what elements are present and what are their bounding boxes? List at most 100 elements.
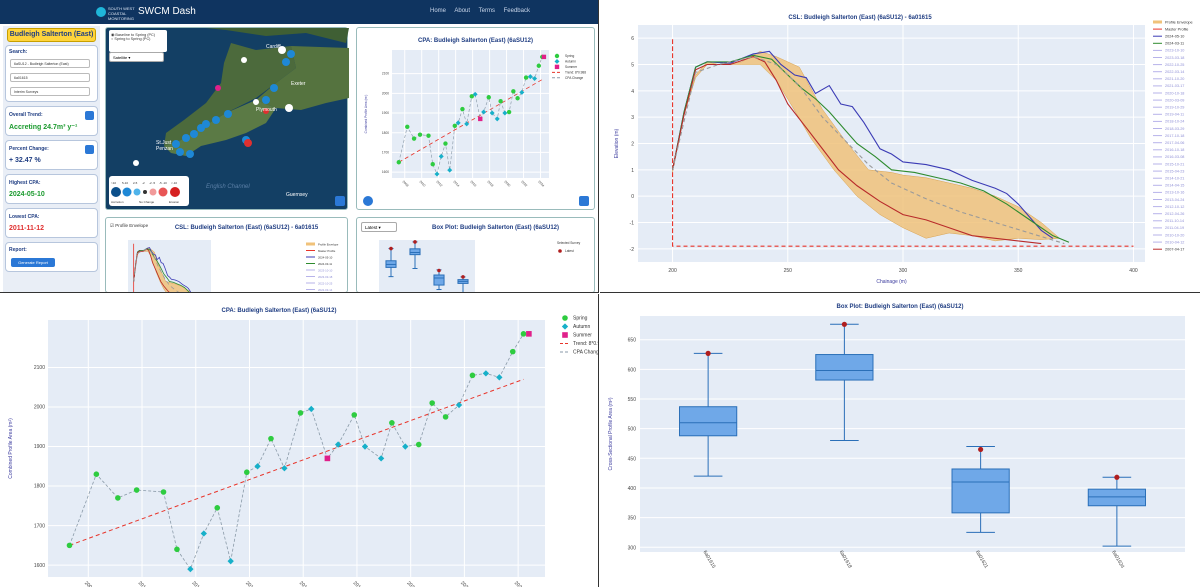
nav-terms[interactable]: Terms: [478, 8, 495, 14]
navbar: SOUTH WEST COASTAL MONITORING SWCM Dash …: [0, 0, 598, 24]
dashboard-screenshot: SOUTH WEST COASTAL MONITORING SWCM Dash …: [0, 0, 599, 293]
cpa-chart[interactable]: 1600 1700 1800 1900 2000 2100 2008 2010 2012 2014…: [0, 294, 599, 587]
expand-icon[interactable]: [579, 196, 589, 206]
cpa-point: [498, 99, 503, 104]
survey-type-input[interactable]: Interim Surveys: [10, 87, 90, 96]
legend-marker: [562, 315, 568, 321]
radio-baseline-spring[interactable]: ◉ Baseline to Spring (PC): [111, 33, 156, 37]
legend-label: 2013-10-16: [1165, 191, 1184, 195]
map-label-penzance: Penzan: [156, 146, 173, 152]
x-tick-label: 2010: [137, 580, 149, 587]
cpa-point: [520, 331, 527, 337]
basemap-select[interactable]: Satellite ▾: [109, 52, 164, 62]
map-mode-radio-group: ◉ Baseline to Spring (PC) ○ Spring to Sp…: [109, 30, 167, 52]
cpa-point: [297, 410, 304, 416]
csl-title: CSL: Budleigh Salterton (East) (6aSU12) …: [788, 15, 932, 21]
cpa-point: [396, 160, 401, 165]
y-tick-label: 2: [631, 142, 634, 148]
info-icon[interactable]: [85, 111, 94, 120]
y-tick-label: 300: [628, 545, 637, 551]
x-tick-label: 200: [668, 268, 677, 274]
cpa-point: [429, 400, 435, 406]
x-tick-label: 2012: [190, 580, 202, 587]
cpa-point: [452, 123, 457, 129]
cpa-point: [460, 106, 465, 112]
x-tick-label: 2018: [486, 180, 494, 188]
survey-unit-input[interactable]: 6a01615: [10, 73, 90, 82]
legend-label: 2017-04-06: [1165, 141, 1184, 145]
info-icon[interactable]: [85, 145, 94, 154]
cpa-point: [523, 75, 529, 80]
x-tick-label: 2016: [469, 180, 477, 188]
box-chart[interactable]: 300 350 400 450 500 550 600 650 Cross-Sectional …: [600, 294, 1200, 587]
y-tick-label: 4: [631, 89, 634, 95]
site-name-button[interactable]: Budleigh Salterton (East): [7, 28, 96, 42]
profile-line: [672, 38, 1134, 247]
legend-label: 2014-10-21: [1165, 177, 1184, 181]
legend-label: 2012-10-12: [1165, 205, 1184, 209]
legend-label: 2023-03-18: [1165, 56, 1184, 60]
brand-text: SOUTH WEST COASTAL MONITORING: [108, 6, 135, 21]
legend-accretion: Accretion: [111, 200, 124, 204]
nav-home[interactable]: Home: [430, 8, 447, 14]
mini-csl-chart[interactable]: Profile Envelope Master Profile 2024-05-10…: [106, 218, 349, 293]
map-label-channel: English Channel: [206, 184, 250, 190]
cpa-point: [415, 441, 422, 448]
cpa-point: [133, 487, 140, 493]
y-tick-label: 1800: [34, 484, 45, 490]
radio-spring-spring[interactable]: ○ Spring to Spring (PC): [111, 37, 151, 41]
cpa-point: [268, 435, 274, 442]
percent-change-label: Percent Change:: [9, 146, 49, 152]
y-tick-label: 350: [628, 516, 637, 522]
radio-spring-spring-label: Spring to Spring (PC): [114, 37, 151, 41]
box-body: [433, 274, 445, 286]
cpa-point: [515, 96, 520, 101]
map-canvas: St.Just Penzan Plymouth Exeter Cardiff G…: [133, 28, 349, 198]
y-tick-label: 2000: [382, 91, 389, 95]
cpa-point: [482, 370, 490, 377]
y-tick-label: 3: [631, 115, 634, 121]
x-tick-label: 6a01615: [702, 550, 717, 570]
mini-box-title: Box Plot: Budleigh Salterton (East) (6aS…: [431, 225, 560, 231]
y-axis-label: Cross-Sectional Profile Area (m²): [608, 397, 614, 470]
y-tick-label: 0: [631, 194, 634, 200]
survey-select[interactable]: Latest ▾: [361, 222, 397, 232]
legend-marker: [554, 58, 560, 64]
y-tick-label: 1600: [382, 170, 389, 174]
legend-bin-label: 2-5: [133, 181, 138, 185]
lowest-cpa-card: Lowest CPA: 2011-11-12: [5, 208, 98, 238]
csl-chart[interactable]: -2 -1 0 1 2 3 4 5 6 200 250 300 350 400 Chainage (m) El…: [600, 0, 1200, 293]
legend-label: 2015-10-21: [1165, 162, 1184, 166]
cpa-point: [389, 420, 395, 426]
nav-about[interactable]: About: [454, 8, 471, 14]
profile-envelope-checkbox[interactable]: ☑ Profile Envelope: [110, 223, 149, 228]
brand-logo-icon: [96, 7, 106, 17]
legend-label: Profile Envelope: [1165, 20, 1193, 24]
map-info-button[interactable]: [335, 196, 345, 206]
percent-change-card: Percent Change: + 32.47 %: [5, 140, 98, 170]
legend-label: 2024-03-11: [1165, 42, 1184, 46]
profile-search-input[interactable]: 6aSU12 - Budleigh Salterton (East): [10, 59, 90, 68]
nav-feedback[interactable]: Feedback: [503, 8, 530, 14]
cpa-info-button[interactable]: [363, 196, 373, 206]
legend-label: 2021-03-17: [1165, 84, 1184, 88]
y-tick-label: 1600: [34, 563, 45, 569]
legend-label: 2024-05-10: [318, 255, 333, 259]
x-tick-label: 2018: [352, 580, 364, 587]
legend-label: 2023-03-18: [318, 275, 333, 279]
y-tick-label: 550: [628, 397, 637, 403]
legend-label: CPA Change: [573, 350, 599, 356]
coastal-map[interactable]: St.Just Penzan Plymouth Exeter Cardiff G…: [105, 27, 349, 210]
cpa-point: [402, 443, 409, 450]
y-axis-label: Combined Profile Area (m²): [8, 418, 14, 479]
cpa-point: [536, 63, 542, 68]
search-card: Search: 6aSU12 - Budleigh Salterton (Eas…: [5, 45, 98, 102]
mini-box-chart[interactable]: Selected Survey Latest: [357, 218, 596, 293]
cpa-point: [478, 116, 483, 122]
generate-report-button[interactable]: Generate Report: [11, 258, 55, 267]
mini-cpa-chart[interactable]: 1600 1700 1800 1900 2000 2100 2008 2010 2012 2014…: [357, 28, 596, 211]
legend-label: Summer: [565, 65, 578, 69]
nav-links: Home About Terms Feedback: [430, 8, 537, 14]
legend-label: 2022-10-25: [1165, 63, 1184, 67]
latest-point: [705, 350, 711, 356]
